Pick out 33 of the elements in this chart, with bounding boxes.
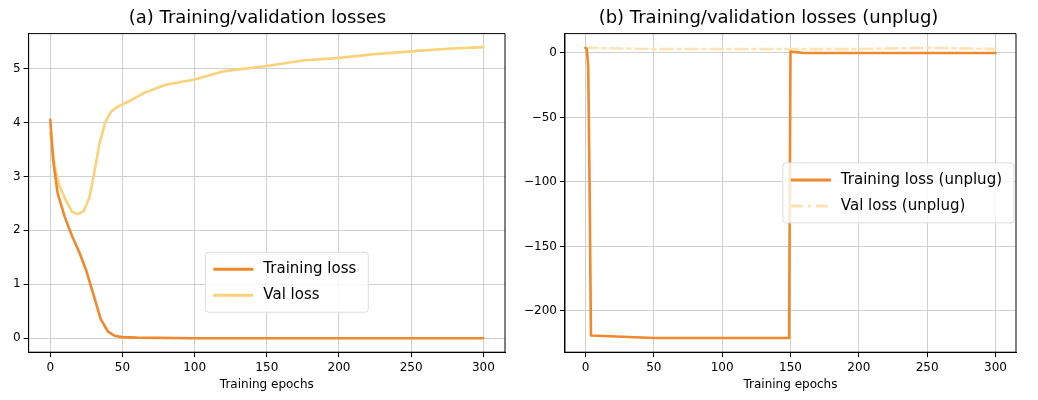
legend-label: Training loss (262, 259, 357, 278)
y-tick-label: −50 (531, 109, 557, 124)
x-tick-label: 0 (581, 359, 590, 374)
x-tick-label: 150 (255, 359, 279, 374)
legend-label: Training loss (unplug) (839, 169, 1003, 188)
x-tick-label: 50 (646, 359, 662, 374)
chart-title: (b) Training/validation losses (unplug) (598, 6, 939, 28)
x-tick-label: 300 (984, 359, 1007, 374)
y-tick-label: 0 (549, 45, 557, 60)
x-axis-title: Training epochs (742, 376, 838, 391)
x-tick-label: 50 (114, 359, 131, 374)
y-tick-label: 3 (12, 168, 21, 183)
x-tick-label: 250 (915, 359, 939, 374)
y-tick-label: 4 (12, 114, 21, 129)
x-tick-label: 250 (399, 359, 423, 374)
x-tick-label: 300 (471, 359, 495, 374)
y-tick-label: 1 (12, 276, 21, 291)
legend-label: Val loss (263, 285, 320, 304)
x-axis-title: Training epochs (218, 376, 314, 391)
y-tick-label: 5 (12, 60, 21, 75)
x-tick-label: 0 (46, 359, 55, 374)
y-tick-label: −100 (523, 174, 557, 189)
y-tick-label: −150 (523, 238, 557, 253)
y-tick-label: −200 (523, 303, 557, 318)
x-tick-label: 200 (847, 359, 871, 374)
y-tick-label: 0 (12, 330, 21, 345)
x-tick-label: 200 (327, 359, 351, 374)
chart-title: (a) Training/validation losses (128, 6, 387, 28)
legend-label: Val loss (unplug) (840, 195, 966, 214)
x-tick-label: 150 (779, 359, 802, 374)
x-tick-label: 100 (183, 359, 207, 374)
y-tick-label: 2 (12, 222, 21, 237)
x-tick-label: 100 (710, 359, 734, 374)
